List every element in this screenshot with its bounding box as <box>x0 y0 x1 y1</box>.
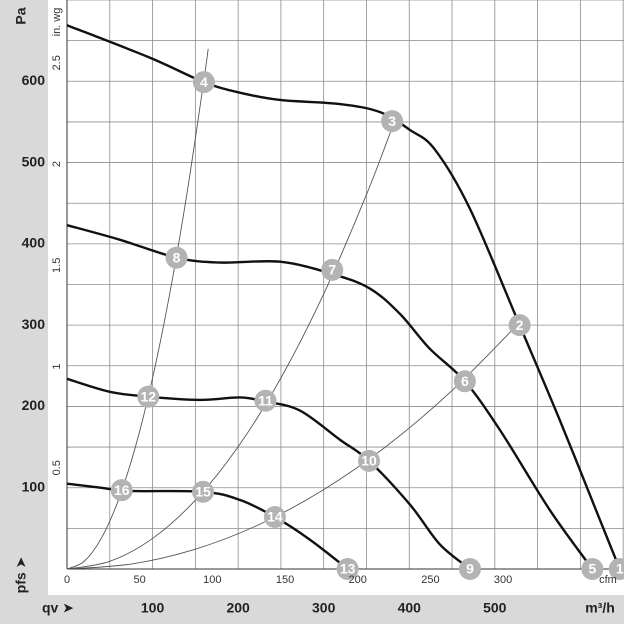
point-marker <box>192 480 215 503</box>
point-label: 13 <box>340 561 356 577</box>
y2-tick-label: 0.5 <box>51 460 63 475</box>
y-tick-label: 300 <box>22 316 46 332</box>
point-label: 14 <box>267 509 283 525</box>
x-tick-label: 300 <box>312 600 336 616</box>
point-marker <box>321 258 344 281</box>
x-tick-label: 400 <box>398 600 422 616</box>
fan-curve <box>66 482 349 570</box>
point-label: 8 <box>173 249 181 265</box>
point-label: 9 <box>466 561 474 577</box>
point-label: 7 <box>328 262 336 278</box>
point-label: 11 <box>258 392 273 408</box>
x2-tick-label: 150 <box>276 574 294 586</box>
point-marker <box>165 246 188 269</box>
point-label: 3 <box>388 113 396 129</box>
point-label: 1 <box>616 561 624 577</box>
y-tick-label: 600 <box>22 72 46 88</box>
system-curve <box>66 127 393 570</box>
y2-tick-label: 2.5 <box>51 55 63 70</box>
x-tick-label: 200 <box>226 600 250 616</box>
point-marker <box>381 110 404 133</box>
y-tick-label: 500 <box>22 153 46 169</box>
left-band <box>0 0 48 624</box>
x-axis-symbol: qv ➤ <box>42 600 74 616</box>
point-marker <box>263 505 286 528</box>
point-marker <box>453 370 476 393</box>
x2-tick-label: 200 <box>349 574 367 586</box>
bottom-band <box>0 595 624 624</box>
point-marker <box>581 558 604 580</box>
y-axis-title: Pa <box>13 7 29 24</box>
point-marker <box>336 558 359 580</box>
y2-tick-label: 1 <box>51 363 63 369</box>
x-axis-title: m³/h <box>585 600 615 616</box>
point-marker <box>254 389 277 412</box>
point-marker <box>458 558 481 580</box>
point-label: 10 <box>361 453 377 469</box>
point-label: 15 <box>195 483 211 499</box>
point-label: 4 <box>200 74 208 90</box>
x2-tick-label: 300 <box>494 574 512 586</box>
y-axis-symbol: pfs ➤ <box>13 556 29 593</box>
system-curve <box>66 322 520 570</box>
point-label: 12 <box>140 388 156 404</box>
x-tick-label: 100 <box>141 600 165 616</box>
point-label: 2 <box>516 317 524 333</box>
x2-tick-label: 0 <box>64 574 70 586</box>
x-tick-label: 500 <box>483 600 507 616</box>
point-label: 6 <box>461 373 469 389</box>
x2-tick-label: 100 <box>203 574 221 586</box>
x2-tick-label: 50 <box>134 574 146 586</box>
point-label: 5 <box>588 561 596 577</box>
x2-axis-title: cfm <box>599 574 617 586</box>
y2-axis-title: in. wg <box>51 8 63 37</box>
point-marker <box>358 449 381 472</box>
point-marker <box>110 479 133 502</box>
point-marker <box>608 558 624 580</box>
y2-tick-label: 2 <box>51 161 63 167</box>
point-marker <box>137 385 160 408</box>
y2-tick-label: 1.5 <box>51 258 63 273</box>
y-tick-label: 200 <box>22 397 46 413</box>
system-curve <box>66 48 209 570</box>
x2-tick-label: 250 <box>421 574 439 586</box>
point-marker <box>192 71 215 94</box>
y-tick-label: 400 <box>22 235 46 251</box>
point-label: 16 <box>114 482 130 498</box>
y-tick-label: 100 <box>22 478 46 494</box>
point-marker <box>508 314 531 337</box>
